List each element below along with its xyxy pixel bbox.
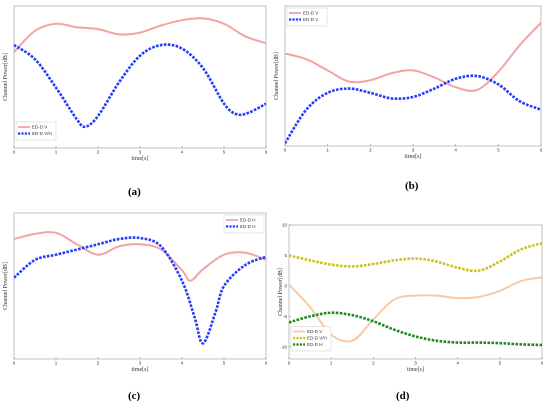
x-tick-label: 0 [13,150,16,155]
caption-a: (a) [128,186,141,198]
x-tick-label: 5 [223,361,226,366]
y-tick-label: -5 [283,314,287,319]
series-line-1 [285,22,541,92]
chart-b: 0 1 2 3 4 5 6 time[s] Channel Power[dB] ED-D VED-… [274,5,543,160]
x-tick-label: 1 [55,361,58,366]
x-tick-label: 4 [454,148,457,153]
x-tick-label: 6 [265,150,268,155]
x-axis-label: time[s] [407,367,424,373]
legend-entry: ED-D H [240,218,256,223]
x-tick-label: 1 [330,361,333,366]
x-tick-label: 4 [181,361,184,366]
x-tick-label: 5 [223,150,226,155]
legend-entry: ED-D H [307,342,323,347]
chart-a: 0 1 2 3 4 5 6 time[s] Channel Power[dB] ED-D VED-… [3,5,268,162]
x-tick-label: 6 [265,361,268,366]
series-line-1 [14,231,266,282]
panel-d: 0 1 2 3 4 5 6 10 5 0 -5 -10 time[s] Channel Power[dB]… [275,205,550,410]
legend-entry: ED-D V [303,11,318,16]
x-tick-label: 4 [456,361,459,366]
x-tick-label: 3 [139,361,142,366]
plot-area [13,212,267,360]
x-tick-label: 3 [414,361,417,366]
legend: ED-D HED-D H [223,214,265,234]
x-axis-label: time[s] [132,156,149,162]
y-axis-label: Channel Power[dB] [278,268,284,316]
series-line-2 [14,43,266,129]
series-line-2 [14,236,266,345]
plot-area [284,5,542,147]
legend: ED-D VED-D V [286,7,328,27]
caption-d: (d) [396,390,410,402]
series-line-1 [14,17,266,53]
caption-c: (c) [128,390,141,402]
series-line-2 [289,242,542,273]
series-line-3 [289,311,542,347]
x-tick-label: 2 [369,148,372,153]
x-tick-label: 5 [497,148,500,153]
y-tick-label: 5 [284,253,287,258]
panel-b: 0 1 2 3 4 5 6 time[s] Channel Power[dB] ED-D V ED-… [274,0,550,205]
legend-entry: ED-D V [307,329,322,334]
y-tick-label: 10 [282,223,288,228]
x-tick-label: 6 [540,148,543,153]
x-tick-label: 3 [139,150,142,155]
y-axis-label: Channel Power[dB] [3,53,9,101]
legend-entry: ED-D V [303,17,318,22]
x-tick-label: 4 [181,150,184,155]
x-axis-label: time[s] [405,154,422,160]
plot-area [288,224,543,360]
legend-entry: ED-D V/H [307,336,327,341]
series-line-2 [285,74,541,144]
x-tick-label: 0 [284,148,287,153]
y-axis-label: Channel Power[dB] [274,52,280,100]
legend-entry: ED-D V/H [32,131,52,136]
x-tick-label: 1 [55,150,58,155]
legend: ED-D VED-D V/H [15,121,57,141]
x-tick-label: 0 [13,361,16,366]
x-axis-label: time[s] [132,367,149,373]
x-tick-label: 3 [412,148,415,153]
legend-entry: ED-D H [240,224,256,229]
panel-a: 0 1 2 3 4 5 6 time[s] Channel Power[dB] ED-D V ED-… [0,0,275,205]
caption-b: (b) [405,180,419,192]
legend: ED-D V ED-D V/HED-D H [290,326,332,352]
legend-entry: ED-D V [32,125,47,130]
chart-d: 0 1 2 3 4 5 6 10 5 0 -5 -10 time[s] Channel Power[dB]… [278,223,544,374]
panel-c: 0 1 2 3 4 5 6 time[s] Channel Power[dB] ED-D H ED-… [0,205,275,410]
chart-c: 0 1 2 3 4 5 6 time[s] Channel Power[dB] ED-D HED-… [3,212,268,373]
y-tick-label: -10 [280,344,287,349]
x-tick-label: 2 [97,150,100,155]
x-tick-label: 5 [499,361,502,366]
x-tick-label: 2 [97,361,100,366]
y-tick-label: 0 [284,283,287,288]
x-tick-label: 6 [541,361,544,366]
x-tick-label: 2 [372,361,375,366]
x-tick-label: 1 [326,148,329,153]
y-axis-label: Channel Power[dB] [3,262,9,310]
x-tick-label: 0 [288,361,291,366]
